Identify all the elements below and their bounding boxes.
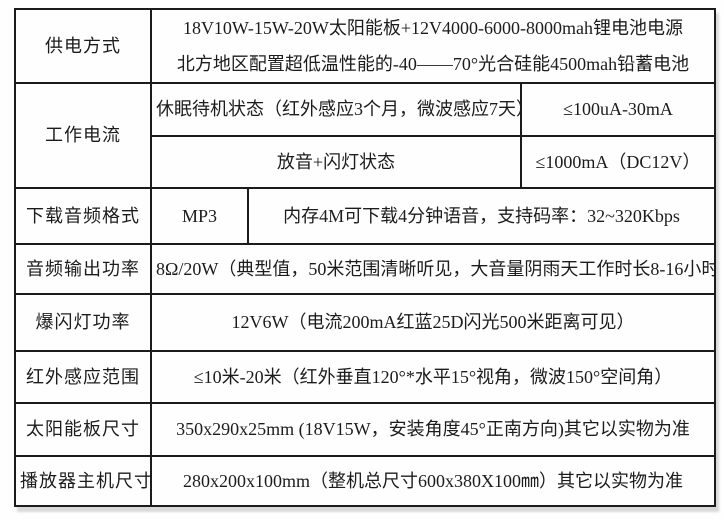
- power-supply-content: 18V10W-15W-20W太阳能板+12V4000-6000-8000mah锂…: [150, 8, 716, 84]
- table-row-player-host-size: 播放器主机尺寸 280x200x100mm（整机总尺寸600x380X100㎜）…: [14, 455, 716, 507]
- audio-format-value: MP3: [150, 187, 249, 245]
- power-supply-line1: 18V10W-15W-20W太阳能板+12V4000-6000-8000mah锂…: [182, 18, 684, 38]
- table-row-power-supply: 供电方式 18V10W-15W-20W太阳能板+12V4000-6000-800…: [14, 8, 716, 84]
- table-row-strobe-power: 爆闪灯功率 12V6W（电流200mA红蓝25D闪光500米距离可见）: [14, 293, 716, 352]
- table-row-audio-format: 下载音频格式 MP3 内存4M可下载4分钟语音，支持码率：32~320Kbps: [14, 187, 716, 245]
- audio-format-description: 内存4M可下载4分钟语音，支持码率：32~320Kbps: [247, 187, 716, 245]
- working-current-sleep-condition: 休眠待机状态（红外感应3个月，微波感应7天）: [150, 82, 522, 137]
- player-host-size-content: 280x200x100mm（整机总尺寸600x380X100㎜）其它以实物为准: [150, 455, 716, 507]
- table-row-infrared-range: 红外感应范围 ≤10米-20米（红外垂直120°*水平15°视角，微波150°空…: [14, 350, 716, 404]
- solar-panel-size-content: 350x290x25mm (18V15W，安装角度45°正南方向)其它以实物为准: [150, 402, 716, 457]
- working-current-playback-condition: 放音+闪灯状态: [150, 135, 522, 189]
- row-label-audio-format: 下载音频格式: [14, 187, 152, 245]
- working-current-playback-value: ≤1000mA（DC12V）: [520, 135, 716, 189]
- power-supply-line2: 北方地区配置超低温性能的-40——70°光合硅能4500mah铅蓄电池: [176, 54, 690, 74]
- infrared-range-content: ≤10米-20米（红外垂直120°*水平15°视角，微波150°空间角）: [150, 350, 716, 404]
- row-label-player-host-size: 播放器主机尺寸: [14, 455, 152, 507]
- row-label-working-current: 工作电流: [14, 82, 152, 189]
- row-label-power-supply: 供电方式: [14, 8, 152, 84]
- table-row-audio-output: 音频输出功率 8Ω/20W（典型值，50米范围清晰听见，大音量阴雨天工作时长8-…: [14, 243, 716, 295]
- row-label-infrared-range: 红外感应范围: [14, 350, 152, 404]
- table-row-working-current-1: 工作电流 休眠待机状态（红外感应3个月，微波感应7天） ≤100uA-30mA: [14, 82, 716, 189]
- table-row-solar-panel-size: 太阳能板尺寸 350x290x25mm (18V15W，安装角度45°正南方向)…: [14, 402, 716, 457]
- spec-table: 供电方式 18V10W-15W-20W太阳能板+12V4000-6000-800…: [14, 8, 716, 507]
- table-row-working-current-2: 放音+闪灯状态 ≤1000mA（DC12V）: [15, 135, 716, 189]
- row-label-audio-output: 音频输出功率: [14, 243, 152, 295]
- strobe-power-content: 12V6W（电流200mA红蓝25D闪光500米距离可见）: [150, 293, 716, 352]
- working-current-sleep-value: ≤100uA-30mA: [520, 82, 716, 137]
- audio-output-content: 8Ω/20W（典型值，50米范围清晰听见，大音量阴雨天工作时长8-16小时）: [150, 243, 716, 295]
- row-label-solar-panel-size: 太阳能板尺寸: [14, 402, 152, 457]
- row-label-strobe-power: 爆闪灯功率: [14, 293, 152, 352]
